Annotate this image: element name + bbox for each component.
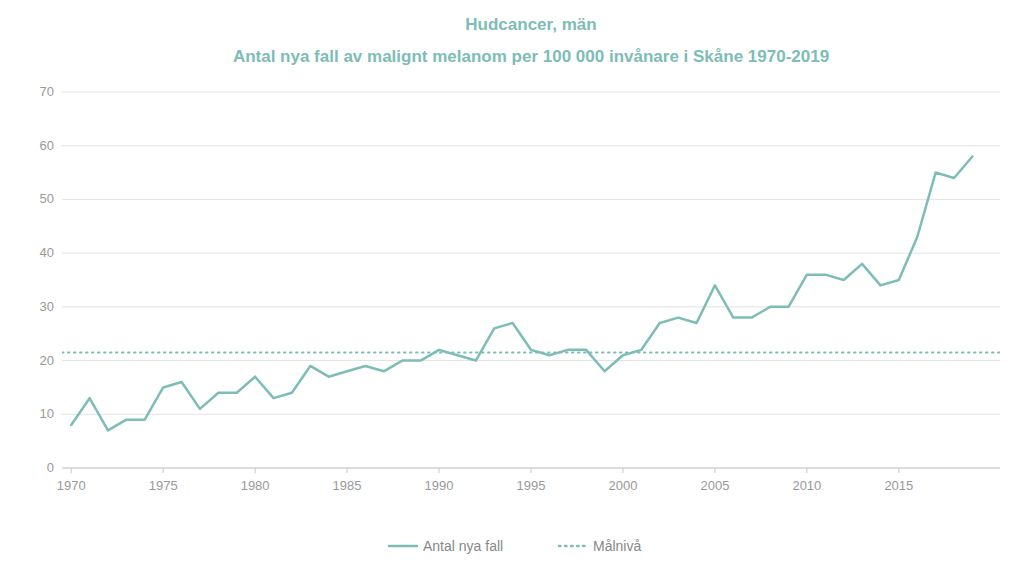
x-tick-label: 1970: [57, 478, 86, 493]
y-tick-label: 0: [47, 460, 54, 475]
x-tick: [622, 468, 623, 473]
x-tick: [255, 468, 256, 473]
x-tick: [806, 468, 807, 473]
x-tick-label: 1980: [241, 478, 270, 493]
x-tick: [714, 468, 715, 473]
legend: Antal nya fall Målnivå: [389, 538, 641, 554]
y-tick-label: 50: [40, 191, 54, 206]
y-tick-label: 60: [40, 138, 54, 153]
chart: Hudcancer, män Antal nya fall av malignt …: [0, 0, 1024, 576]
x-tick-label: 2015: [884, 478, 913, 493]
x-tick-label: 2005: [700, 478, 729, 493]
x-tick: [163, 468, 164, 473]
x-tick-label: 1975: [149, 478, 178, 493]
series-line: [71, 156, 972, 430]
grid-line: [62, 306, 1000, 307]
legend-label: Antal nya fall: [423, 538, 503, 554]
y-tick-label: 70: [40, 84, 54, 99]
x-tick: [71, 468, 72, 473]
grid: [62, 92, 1000, 468]
x-tick-label: 2000: [608, 478, 637, 493]
y-tick-label: 30: [40, 299, 54, 314]
x-tick: [439, 468, 440, 473]
x-tick-label: 1985: [333, 478, 362, 493]
grid-line: [62, 360, 1000, 361]
x-tick: [347, 468, 348, 473]
y-tick-label: 10: [40, 406, 54, 421]
subtitle: Antal nya fall av malignt melanom per 10…: [233, 47, 829, 66]
target-line: [62, 352, 1000, 354]
x-tick: [898, 468, 899, 473]
grid-line: [62, 253, 1000, 254]
grid-line: [62, 414, 1000, 415]
grid-line: [62, 92, 1000, 93]
y-tick-label: 20: [40, 353, 54, 368]
legend-label: Målnivå: [593, 538, 641, 554]
plot-area: [62, 156, 1000, 430]
x-tick-label: 1990: [425, 478, 454, 493]
y-tick-label: 40: [40, 245, 54, 260]
x-tick-label: 2010: [792, 478, 821, 493]
grid-line: [62, 145, 1000, 146]
title: Hudcancer, män: [465, 15, 596, 34]
x-tick: [531, 468, 532, 473]
grid-line: [62, 199, 1000, 200]
legend-swatch: [559, 545, 587, 548]
x-tick-label: 1995: [517, 478, 546, 493]
legend-swatch: [389, 545, 417, 548]
